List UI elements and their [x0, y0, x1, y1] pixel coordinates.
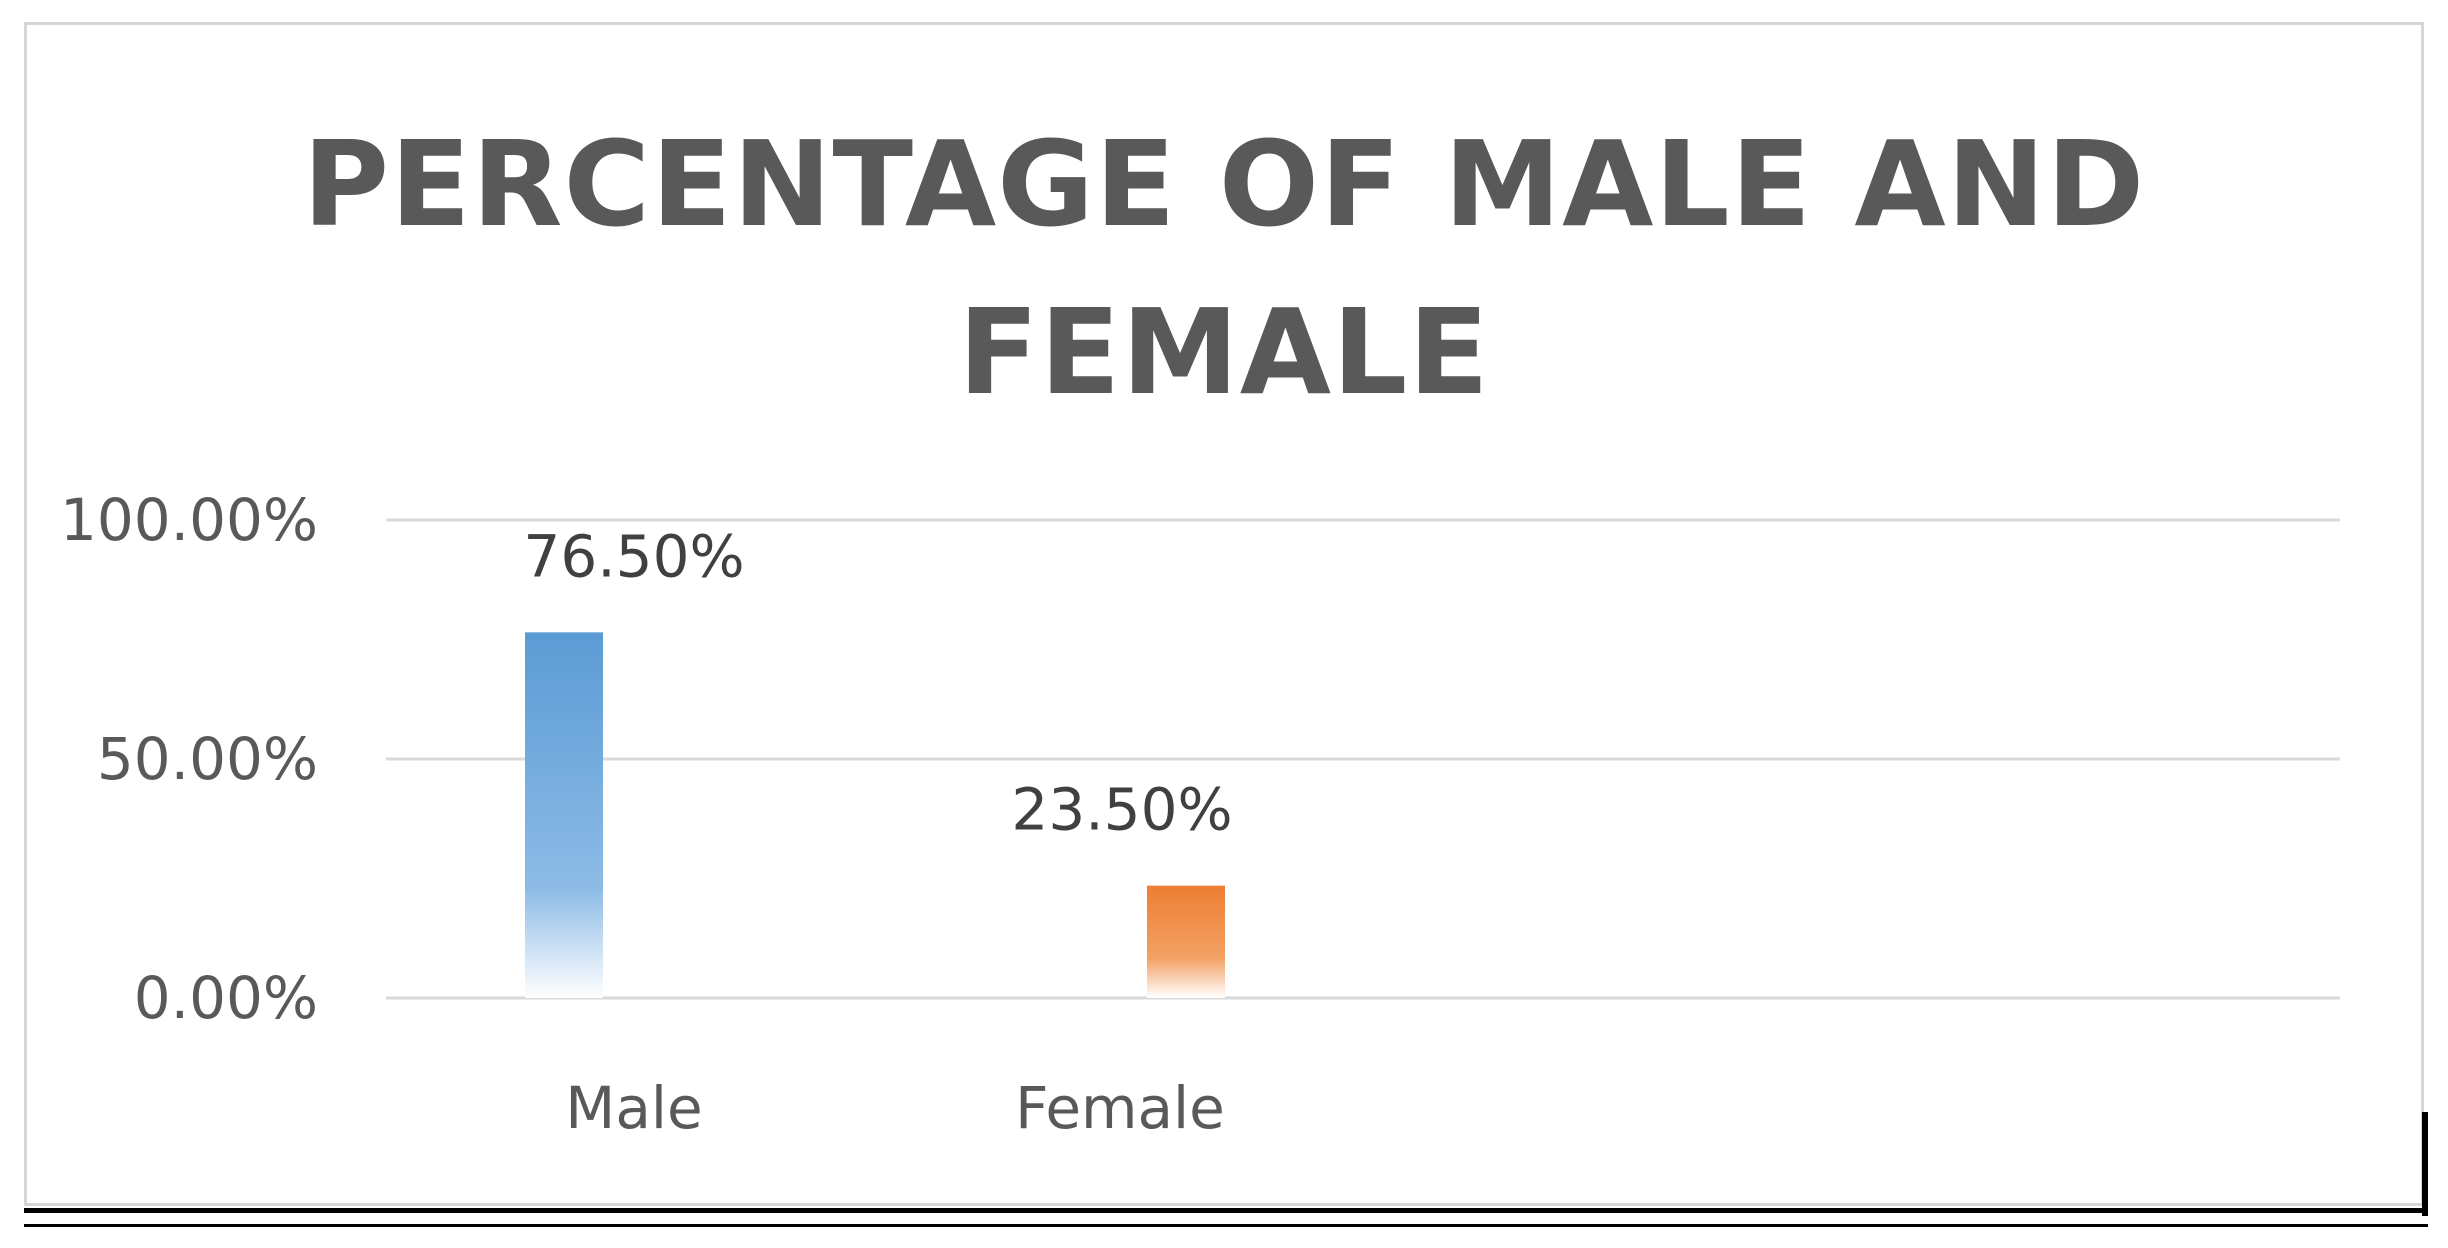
x-tick-label-female: Female — [1015, 1074, 1225, 1142]
bars — [525, 632, 1225, 998]
x-tick-label-male: Male — [565, 1074, 702, 1142]
frame-edge-bottom — [24, 1208, 2428, 1213]
bar-male — [525, 632, 603, 998]
y-tick-label: 0.00% — [134, 964, 318, 1032]
frame-edge-right — [2422, 1112, 2428, 1216]
y-tick-label: 100.00% — [60, 486, 318, 554]
data-label-female: 23.50% — [1011, 776, 1232, 844]
chart-title: PERCENTAGE OF MALE AND FEMALE — [302, 115, 2146, 421]
chart-frame — [24, 22, 2424, 1206]
x-axis: Male Female — [565, 1074, 1225, 1142]
bar-female — [1147, 885, 1225, 998]
y-axis: 0.00% 50.00% 100.00% — [60, 486, 318, 1032]
frame-edge-bottom-double — [24, 1224, 2428, 1227]
data-labels: 76.50% 23.50% — [523, 522, 1232, 843]
data-label-male: 76.50% — [523, 522, 744, 590]
y-tick-label: 50.00% — [97, 725, 318, 793]
gridlines — [386, 518, 2340, 1000]
